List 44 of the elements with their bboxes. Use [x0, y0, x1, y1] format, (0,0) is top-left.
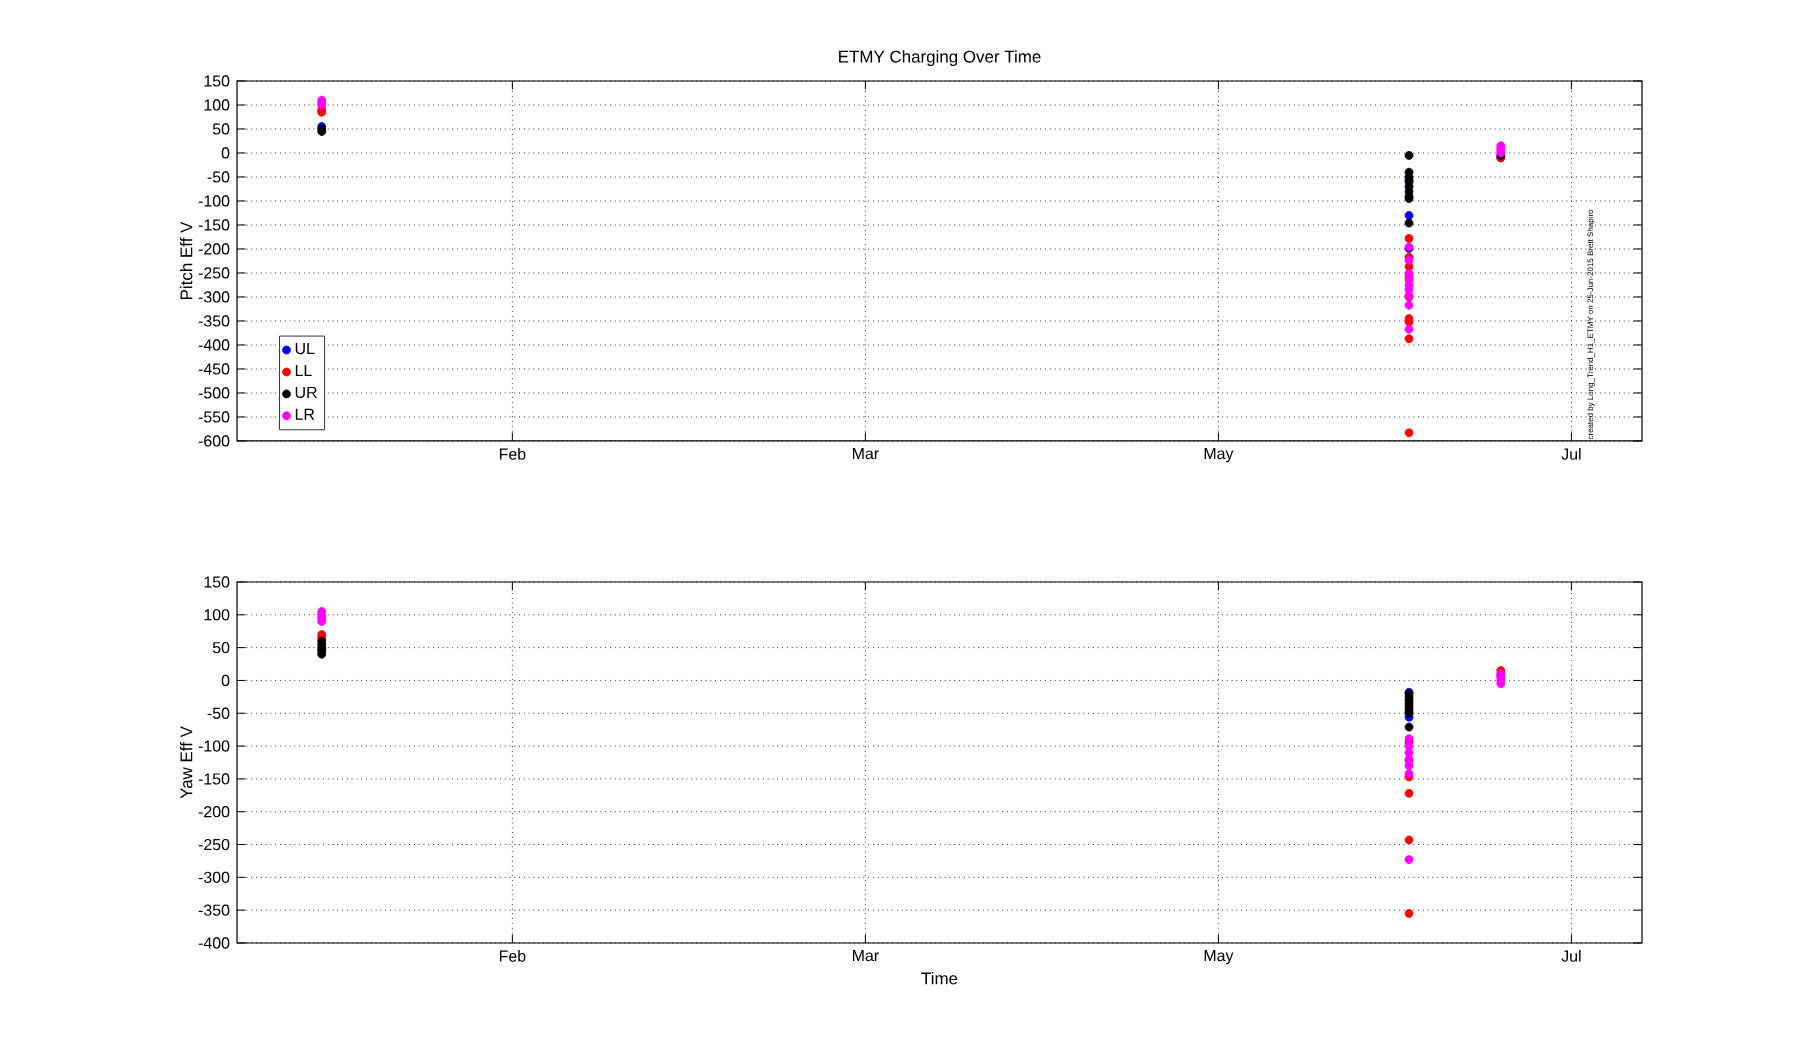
y-tick-label: 50 [212, 123, 230, 135]
x-tick-label: Mar [852, 950, 879, 962]
y-tick-label: -150 [198, 773, 230, 785]
legend-label: UR [295, 386, 317, 399]
x-tick-label: Feb [499, 448, 526, 460]
y-tick-label: -500 [198, 387, 230, 399]
y-tick-label: -300 [198, 291, 230, 303]
y-tick-label: -400 [198, 937, 230, 949]
y-tick-label: -50 [207, 171, 230, 183]
y-axis-title: Yaw Eff V [179, 726, 193, 799]
y-tick-label: -100 [198, 740, 230, 752]
y-tick-label: 150 [204, 75, 230, 87]
y-tick-label: -50 [207, 707, 230, 719]
y-tick-label: -450 [198, 363, 230, 375]
y-tick-label: -350 [198, 315, 230, 327]
y-tick-label: -600 [198, 435, 230, 447]
y-tick-label: 100 [204, 609, 230, 621]
x-tick-label: Feb [499, 950, 526, 962]
y-tick-label: -550 [198, 411, 230, 423]
y-tick-label: -250 [198, 838, 230, 851]
y-tick-label: -100 [198, 195, 230, 207]
y-tick-label: -200 [198, 806, 230, 818]
x-tick-label: Jul [1561, 950, 1581, 962]
y-tick-label: -400 [198, 339, 230, 351]
y-tick-label: -150 [198, 219, 230, 231]
y-tick-label: -300 [198, 871, 230, 883]
x-tick-label: Jul [1561, 448, 1581, 460]
x-axis-title: Time [921, 971, 958, 985]
legend-label: LR [295, 408, 315, 420]
y-tick-label: 50 [212, 641, 230, 654]
y-tick-label: 150 [204, 576, 230, 588]
x-tick-label: Mar [852, 448, 879, 460]
y-tick-label: -350 [198, 904, 230, 916]
y-tick-label: 100 [204, 99, 230, 111]
x-tick-label: May [1204, 448, 1234, 463]
y-axis-title: Pitch Eff V [179, 221, 193, 299]
chart-title: ETMY Charging Over Time [839, 50, 1041, 66]
x-tick-label: May [1204, 950, 1234, 965]
legend-label: LL [295, 364, 312, 376]
y-tick-label: -250 [198, 267, 230, 279]
y-tick-label: 0 [221, 674, 230, 687]
legend-label: UL [295, 343, 315, 355]
y-tick-label: -200 [198, 243, 230, 255]
y-tick-label: 0 [221, 147, 230, 159]
